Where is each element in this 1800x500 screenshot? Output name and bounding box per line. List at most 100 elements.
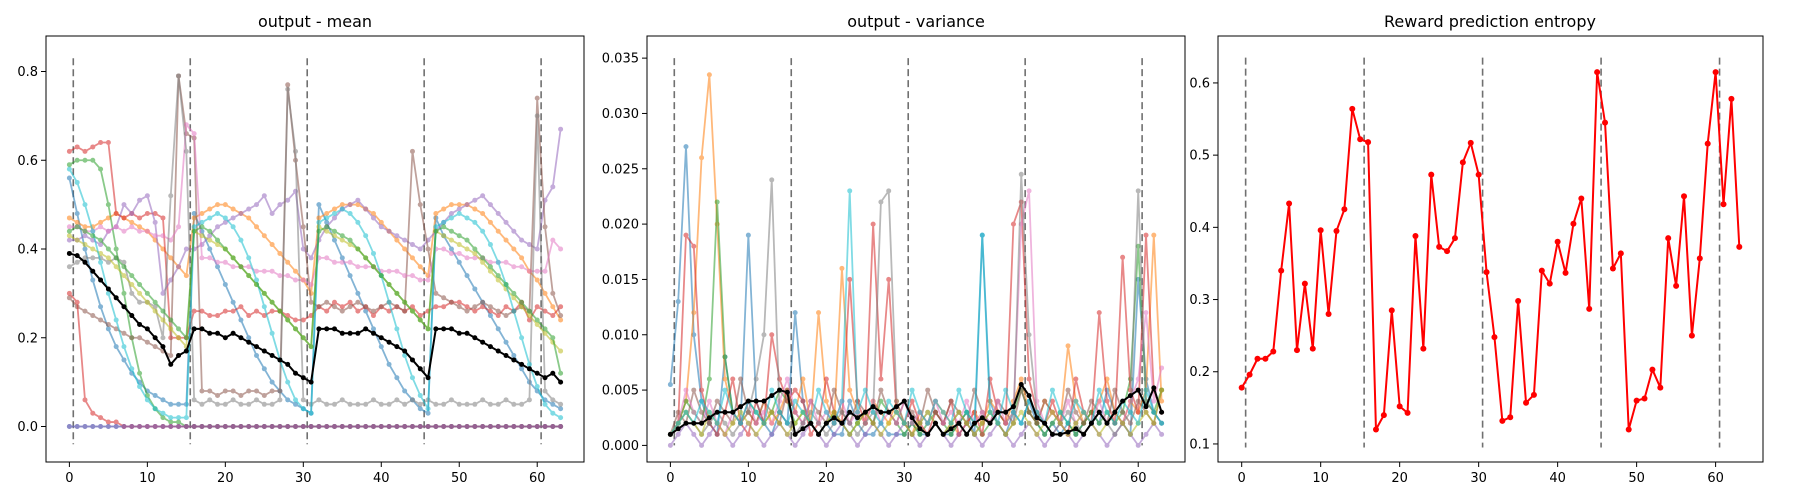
data-point	[800, 409, 806, 415]
data-point	[207, 255, 213, 261]
data-point	[503, 304, 509, 310]
data-point	[495, 308, 501, 314]
data-point	[394, 290, 400, 296]
data-point	[1073, 431, 1079, 437]
data-point	[394, 344, 400, 350]
data-point	[1057, 409, 1063, 415]
data-point	[363, 304, 369, 310]
data-point	[191, 397, 197, 403]
data-point	[886, 442, 892, 448]
data-point	[425, 406, 431, 412]
data-point	[246, 335, 252, 341]
data-point	[230, 215, 236, 221]
data-point	[269, 330, 275, 336]
data-point	[1112, 387, 1118, 393]
data-point	[261, 424, 267, 429]
data-point	[207, 330, 213, 336]
data-point	[948, 420, 954, 426]
data-point	[831, 387, 837, 393]
data-point	[464, 308, 470, 314]
data-point	[293, 317, 299, 323]
data-point	[152, 424, 158, 429]
data-point	[847, 398, 853, 404]
data-point	[683, 409, 689, 415]
data-point	[987, 420, 993, 426]
data-point	[176, 335, 182, 341]
data-point	[293, 424, 299, 429]
data-point	[363, 233, 369, 239]
data-point	[472, 304, 478, 310]
data-point	[215, 313, 221, 319]
data-point	[160, 290, 166, 296]
data-point	[1562, 269, 1569, 276]
data-point	[1018, 420, 1024, 426]
data-point	[964, 409, 970, 415]
data-point	[675, 431, 681, 437]
data-point	[456, 259, 462, 265]
data-point	[456, 299, 462, 305]
data-point	[152, 219, 158, 225]
data-point	[940, 431, 946, 437]
data-point	[402, 237, 408, 243]
data-point	[269, 211, 275, 216]
data-point	[886, 431, 892, 437]
data-point	[285, 82, 291, 88]
data-point	[1127, 420, 1133, 426]
data-point	[316, 215, 322, 221]
data-point	[722, 431, 728, 437]
data-point	[550, 410, 556, 416]
data-point	[808, 409, 814, 415]
data-point	[1159, 398, 1165, 404]
data-point	[730, 420, 736, 426]
y-tick-label: 0.4	[1189, 221, 1210, 236]
data-point	[738, 420, 744, 426]
data-point	[761, 409, 767, 415]
data-point	[495, 313, 501, 319]
data-point	[261, 401, 267, 407]
data-point	[519, 335, 525, 341]
data-point	[121, 215, 127, 221]
data-point	[105, 424, 111, 429]
data-point	[917, 409, 923, 415]
data-point	[246, 273, 252, 279]
data-point	[331, 215, 337, 221]
data-point	[855, 420, 861, 426]
data-point	[1349, 105, 1356, 112]
data-point	[113, 211, 119, 216]
data-point	[769, 420, 775, 426]
series-line	[68, 168, 562, 419]
data-point	[1096, 409, 1102, 415]
data-point	[402, 299, 408, 305]
data-point	[1444, 248, 1451, 255]
data-point	[74, 259, 80, 265]
data-point	[526, 317, 532, 323]
data-point	[1104, 398, 1110, 404]
data-point	[472, 335, 478, 341]
data-point	[870, 404, 876, 410]
data-point	[1073, 442, 1079, 448]
data-point	[425, 326, 431, 332]
data-point	[519, 299, 525, 305]
data-point	[433, 304, 439, 310]
data-point	[433, 326, 439, 332]
data-point	[519, 361, 525, 367]
data-point	[300, 317, 306, 323]
data-point	[269, 388, 275, 394]
data-point	[113, 246, 119, 252]
data-point	[308, 255, 314, 261]
data-point	[331, 228, 337, 234]
data-point	[370, 250, 376, 256]
data-point	[254, 397, 260, 403]
x-tick-label: 50	[1052, 471, 1069, 486]
data-point	[1049, 409, 1055, 415]
data-point	[90, 277, 96, 283]
data-point	[542, 268, 548, 274]
data-point	[1641, 395, 1648, 402]
data-point	[550, 401, 556, 407]
data-point	[831, 409, 837, 415]
data-point	[339, 330, 345, 336]
data-point	[823, 431, 829, 437]
data-point	[191, 326, 197, 332]
data-point	[409, 304, 415, 310]
data-point	[324, 224, 330, 230]
